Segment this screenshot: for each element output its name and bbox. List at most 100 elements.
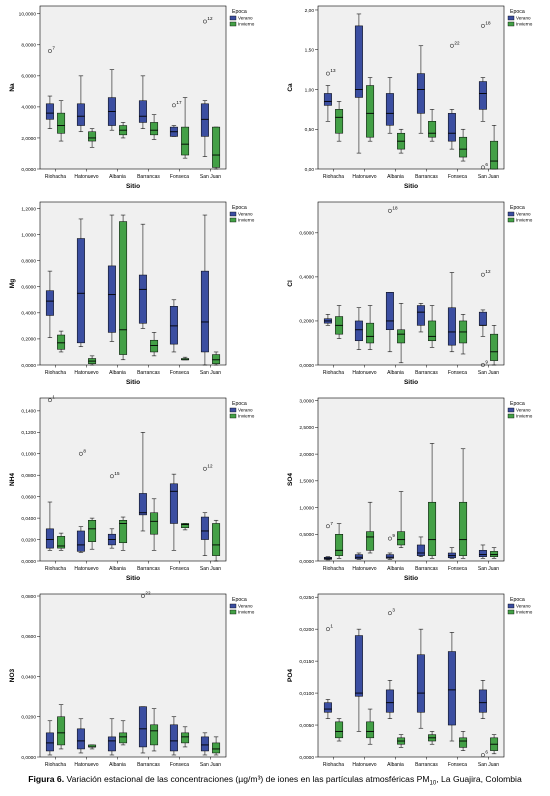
box-verano	[200, 103, 209, 137]
outlier-point	[480, 165, 485, 170]
box-verano	[45, 103, 54, 120]
y-tick-label: 0,0600	[21, 634, 36, 640]
box-invierno	[428, 320, 437, 342]
plot-area	[39, 201, 227, 366]
y-tick-label: 0,1400	[21, 409, 36, 415]
x-tick-label: San Juan	[478, 566, 499, 572]
box-invierno	[397, 329, 406, 344]
box-verano	[138, 100, 147, 123]
x-tick-label: Barrancas	[137, 174, 160, 180]
chart-panel-mg: 0,0000 0,2000 0,4000 0,6000 0,8000 1,0000 1,20…	[9, 201, 255, 386]
outlier-point	[78, 451, 83, 456]
y-tick-label: 0,0100	[299, 691, 314, 697]
y-tick-label: 1,2000	[21, 206, 36, 212]
caption-suffix: , La Guajira, Colombia	[436, 774, 522, 784]
y-tick-label: 1,5000	[299, 479, 314, 485]
box-invierno	[397, 531, 406, 546]
box-verano	[169, 306, 178, 345]
legend-title: Epoca	[510, 597, 525, 603]
box-invierno	[150, 512, 159, 535]
box-verano	[416, 73, 425, 114]
y-tick-label: 4,0000	[21, 105, 36, 111]
outlier-point	[202, 466, 207, 471]
legend-swatch	[507, 609, 515, 615]
legend-swatch	[229, 413, 237, 419]
y-axis-label: NH4	[9, 473, 16, 486]
outlier-label: 22	[454, 40, 460, 45]
box-verano	[447, 113, 456, 142]
legend-title: Epoca	[232, 401, 247, 407]
legend-swatch	[229, 211, 237, 217]
legend-entry: Verano	[516, 16, 531, 21]
box-invierno	[428, 121, 437, 138]
box-verano	[354, 320, 363, 342]
legend-entry: Verano	[516, 604, 531, 609]
x-tick-label: Albania	[109, 174, 126, 180]
outlier-label: 12	[485, 269, 491, 274]
x-tick-label: Fonseca	[170, 370, 189, 376]
box-verano	[45, 528, 54, 549]
y-tick-label: 0,0000	[299, 755, 314, 761]
outlier-label: 1	[330, 624, 333, 629]
x-tick-label: Albania	[109, 370, 126, 376]
caption-text: Variación estacional de las concentracio…	[66, 774, 430, 784]
legend-swatch	[507, 15, 515, 21]
box-verano	[385, 292, 394, 331]
box-verano	[200, 736, 209, 752]
x-tick-label: Fonseca	[170, 174, 189, 180]
legend-title: Epoca	[510, 9, 525, 15]
x-tick-label: Barrancas	[137, 762, 160, 768]
box-invierno	[490, 140, 499, 170]
box-verano	[323, 702, 332, 713]
box-invierno	[459, 136, 468, 158]
figure-caption: Figura 6. Variación estacional de las co…	[0, 774, 550, 787]
box-verano	[45, 290, 54, 316]
box-invierno	[181, 732, 190, 744]
y-axis-label: Cl	[287, 280, 294, 287]
outlier-point	[449, 43, 454, 48]
outlier-label: 15	[114, 471, 120, 476]
box-invierno	[88, 131, 97, 142]
y-tick-label: 0,0200	[21, 715, 36, 721]
y-tick-label: 6,0000	[21, 74, 36, 80]
y-tick-label: 0,1000	[21, 452, 36, 458]
box-invierno	[57, 716, 66, 746]
chart-panel-ca: 0,00 0,50 1,00 1,50 2,00 Ca Riohacha Hatonuevo A…	[287, 5, 533, 190]
outlier-point	[480, 272, 485, 277]
chart-panel-so4: 0,0000 0,5000 1,0000 1,5000 2,0000 2,5000 3,00…	[287, 397, 533, 582]
x-tick-label: San Juan	[478, 174, 499, 180]
legend-entry: Invierno	[238, 218, 255, 223]
x-tick-label: Barrancas	[415, 566, 438, 572]
x-tick-label: Hatonuevo	[352, 370, 376, 376]
box-verano	[416, 544, 425, 556]
legend-entry: Verano	[238, 408, 253, 413]
box-invierno	[366, 85, 375, 138]
box-verano	[76, 103, 85, 126]
box-invierno	[212, 354, 221, 364]
legend-swatch	[229, 603, 237, 609]
legend-entry: Invierno	[516, 218, 533, 223]
y-tick-label: 0,0800	[21, 594, 36, 600]
x-axis-label: Sitio	[404, 379, 418, 386]
box-verano	[478, 81, 487, 110]
box-invierno	[150, 724, 159, 746]
box-invierno	[57, 112, 66, 134]
outlier-point	[171, 103, 176, 108]
x-tick-label: Fonseca	[170, 762, 189, 768]
chart-panel-cl: 0,0000 0,2000 0,4000 0,6000 Cl Riohacha Hatonu…	[287, 201, 533, 386]
box-verano	[385, 689, 394, 713]
outlier-label: 3	[392, 608, 395, 613]
chart-panel-nh4: 0,0000 0,0200 0,0400 0,0600 0,0800 0,1000 0,12…	[9, 395, 255, 582]
x-tick-label: Albania	[387, 174, 404, 180]
y-tick-label: 0,2000	[299, 319, 314, 325]
box-invierno	[119, 520, 128, 544]
legend-entry: Invierno	[516, 22, 533, 27]
y-tick-label: 1,50	[305, 48, 315, 54]
caption-subscript: 10	[429, 780, 437, 787]
x-tick-label: Fonseca	[448, 370, 467, 376]
outlier-label: 22	[145, 591, 151, 596]
box-verano	[45, 732, 54, 752]
x-tick-label: Albania	[109, 762, 126, 768]
plot-area	[39, 5, 227, 170]
box-invierno	[335, 109, 344, 134]
